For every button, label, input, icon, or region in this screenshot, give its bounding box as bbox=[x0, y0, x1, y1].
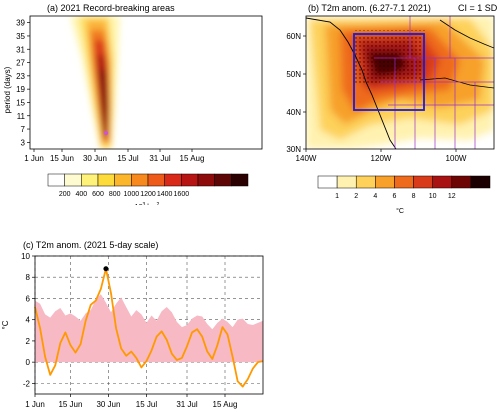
panel-c-chart: -2 0 2 4 6 8 10 1 Jun 15 Jun 30 Jun 15 Jul 31 Jul 1… bbox=[1, 252, 264, 409]
panel-a-colorbar-bin bbox=[231, 173, 249, 187]
panel-a-xtick-label: 30 Jun bbox=[83, 154, 107, 163]
panel-c-xtick-label: 30 Jun bbox=[96, 400, 120, 409]
panel-b-xtick-label: 120W bbox=[371, 154, 392, 163]
panel-b-colorbar-label: 2 bbox=[354, 193, 358, 200]
panel-a-colorbar-label: 200 bbox=[59, 191, 71, 198]
panel-c-ytick-label: 0 bbox=[26, 358, 31, 367]
panel-a-colorbar-label: 1600 bbox=[174, 191, 190, 198]
panel-c-title: (c) T2m anom. (2021 5-day scale) bbox=[23, 240, 159, 250]
panel-b-region-box bbox=[353, 33, 425, 111]
panel-b-annotation: CI = 1 SD bbox=[458, 3, 498, 13]
panel-b-colorbar-bin bbox=[470, 175, 491, 189]
panel-b-ytick-label: 30N bbox=[286, 145, 301, 154]
panel-a-colorbar-bin bbox=[214, 173, 232, 187]
panel-a-colorbar: 200 400 600 800 1000 1200 1400 1600 bbox=[47, 173, 249, 198]
panel-c-ytick-label: 6 bbox=[26, 294, 31, 303]
panel-b-colorbar-bin bbox=[375, 175, 395, 189]
panel-a-ylabel: period (days) bbox=[3, 66, 12, 113]
panel-b-ytick-label: 50N bbox=[286, 70, 301, 79]
panel-b-colorbar-bin bbox=[336, 175, 357, 189]
panel-b-colorbar-label: 10 bbox=[429, 193, 437, 200]
panel-a-colorbar-label: 1400 bbox=[157, 191, 173, 198]
panel-b-ytick-label: 60N bbox=[286, 32, 301, 41]
panel-b-colorbar-bin bbox=[432, 175, 453, 189]
panel-a-ytick-label: 23 bbox=[16, 72, 25, 81]
panel-c-ylabel: °C bbox=[1, 320, 10, 329]
panel-a-colorbar-bin bbox=[147, 173, 165, 187]
panel-b-colorbar-bin bbox=[317, 175, 338, 189]
panel-b-ytick-label: 40N bbox=[286, 108, 301, 117]
panel-a-ytick-label: 39 bbox=[16, 19, 25, 28]
panel-a-xtick-label: 15 Jul bbox=[117, 154, 139, 163]
panel-b-colorbar-unit: °C bbox=[396, 207, 404, 215]
panel-a-ytick-label: 35 bbox=[16, 32, 25, 41]
panel-c-ytick-label: -2 bbox=[23, 379, 31, 388]
panel-c-peak-marker bbox=[103, 266, 109, 272]
panel-a-colorbar-label: 600 bbox=[92, 191, 104, 198]
panel-a-colorbar-bin bbox=[131, 173, 149, 187]
panel-a-colorbar-bin bbox=[81, 173, 99, 187]
panel-c-ytick-label: 4 bbox=[26, 316, 31, 325]
panel-b-xtick-label: 100W bbox=[446, 154, 467, 163]
panel-a-colorbar-label: 1200 bbox=[140, 191, 156, 198]
panel-c-xtick-label: 1 Jun bbox=[25, 400, 45, 409]
panel-c-anomaly-line bbox=[34, 267, 264, 388]
panel-c-ytick-label: 2 bbox=[26, 337, 31, 346]
panel-a-ytick-label: 19 bbox=[16, 85, 25, 94]
panel-a-colorbar-bin bbox=[197, 173, 215, 187]
panel-a-colorbar-bin bbox=[181, 173, 199, 187]
panel-b-xtick-label: 140W bbox=[296, 154, 317, 163]
panel-c-xtick-label: 31 Jul bbox=[176, 400, 198, 409]
panel-a-colorbar-bin bbox=[164, 173, 182, 187]
panel-b-colorbar-label: 1 bbox=[335, 193, 339, 200]
panel-c-xtick-label: 15 Jun bbox=[58, 400, 82, 409]
panel-a-colorbar-label: 400 bbox=[75, 191, 87, 198]
panel-c-xtick-label: 15 Jul bbox=[136, 400, 158, 409]
panel-c-ytick-label: 8 bbox=[26, 273, 31, 282]
panel-a-xtick-label: 15 Jun bbox=[50, 154, 74, 163]
panel-a-peak-marker bbox=[103, 130, 109, 136]
panel-a-colorbar-label: 800 bbox=[109, 191, 121, 198]
panel-a-colorbar-unit: 103 km2 bbox=[135, 202, 160, 205]
panel-b-colorbar-bin bbox=[451, 175, 472, 189]
panel-a-ytick-label: 15 bbox=[16, 98, 25, 107]
panel-a-xtick-label: 31 Jul bbox=[149, 154, 171, 163]
panel-a-colorbar-bin bbox=[64, 173, 82, 187]
panel-a-xtick-label: 1 Jun bbox=[24, 154, 44, 163]
panel-a-chart: 3 7 11 15 19 23 27 31 35 39 1 Jun 15 Jun 30 Jun 15 J… bbox=[3, 15, 263, 205]
panel-a-ytick-label: 7 bbox=[21, 125, 26, 134]
panel-b-title: (b) T2m anom. (6.27-7.1 2021) bbox=[308, 3, 431, 13]
panel-b-colorbar-bin bbox=[413, 175, 433, 189]
panel-b-colorbar-label: 12 bbox=[448, 193, 456, 200]
panel-b-colorbar-bin bbox=[355, 175, 376, 189]
panel-b-colorbar-label: 6 bbox=[392, 193, 396, 200]
panel-a-colorbar-bin bbox=[47, 173, 65, 187]
panel-a-title: (a) 2021 Record-breaking areas bbox=[47, 3, 175, 13]
panel-a-ytick-label: 27 bbox=[16, 59, 25, 68]
panel-a-ytick-label: 11 bbox=[17, 112, 26, 121]
panel-b-colorbar-bin bbox=[394, 175, 414, 189]
panel-c-xtick-label: 15 Aug bbox=[213, 400, 238, 409]
panel-c-ytick-label: 10 bbox=[21, 252, 30, 261]
panel-a-colorbar-bin bbox=[114, 173, 132, 187]
panel-b-colorbar: 1 2 4 6 8 10 12 bbox=[317, 175, 491, 200]
panel-a-xtick-label: 15 Aug bbox=[180, 154, 205, 163]
panel-b-colorbar-label: 8 bbox=[412, 193, 416, 200]
panel-a-ytick-label: 3 bbox=[21, 138, 26, 147]
panel-a-colorbar-label: 1000 bbox=[124, 191, 140, 198]
panel-a-ytick-label: 31 bbox=[16, 45, 25, 54]
panel-b-colorbar-label: 4 bbox=[373, 193, 377, 200]
panel-a-colorbar-bin bbox=[97, 173, 115, 187]
